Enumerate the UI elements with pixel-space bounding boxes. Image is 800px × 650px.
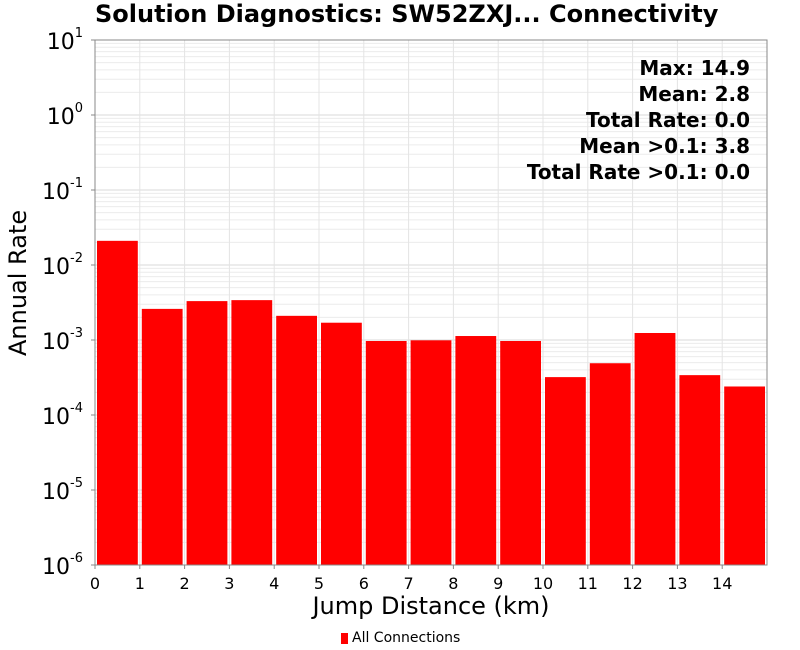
x-tick-label: 1 bbox=[135, 574, 145, 593]
stat-mean: Mean: 2.8 bbox=[638, 82, 750, 106]
bar bbox=[410, 340, 452, 565]
bar bbox=[231, 300, 273, 565]
bar bbox=[365, 340, 407, 565]
x-tick-label: 8 bbox=[448, 574, 458, 593]
x-tick-label: 7 bbox=[404, 574, 414, 593]
plot-frame bbox=[94, 39, 768, 566]
bar bbox=[589, 363, 631, 565]
stat-max: Max: 14.9 bbox=[639, 56, 750, 80]
x-tick-label: 6 bbox=[359, 574, 369, 593]
stat-mean-gt: Mean >0.1: 3.8 bbox=[579, 134, 750, 158]
bar bbox=[545, 377, 586, 565]
bar bbox=[455, 336, 497, 565]
x-tick-label: 0 bbox=[90, 574, 100, 593]
legend: All Connections bbox=[341, 630, 460, 646]
chart-title: Solution Diagnostics: SW52ZXJ... Connect… bbox=[95, 0, 719, 28]
x-tick-label: 10 bbox=[533, 574, 553, 593]
y-tick-label: 10-3 bbox=[42, 326, 83, 355]
bar bbox=[679, 375, 721, 565]
y-tick-label: 10-4 bbox=[42, 401, 83, 430]
y-axis-label: Annual Rate bbox=[4, 209, 32, 356]
x-tick-label: 14 bbox=[712, 574, 732, 593]
bar bbox=[321, 322, 362, 565]
y-tick-label: 10-5 bbox=[42, 476, 83, 505]
bar bbox=[634, 332, 676, 565]
x-tick-label: 4 bbox=[269, 574, 279, 593]
bars-layer bbox=[97, 240, 765, 565]
legend-swatch bbox=[341, 632, 348, 644]
y-tick-label: 100 bbox=[47, 101, 83, 130]
bar bbox=[724, 386, 765, 565]
bar bbox=[97, 240, 138, 565]
x-tick-label: 12 bbox=[622, 574, 642, 593]
stat-total-rate-gt: Total Rate >0.1: 0.0 bbox=[526, 160, 750, 184]
ticks-layer: 0 1 2 3 4 5 6 7 8 9 10 11 12 13 1410-610-510-410-310-2… bbox=[42, 26, 732, 593]
stats-annotation: Max: 14.9 Mean: 2.8 Total Rate: 0.0 Mean… bbox=[527, 55, 750, 185]
stat-total-rate: Total Rate: 0.0 bbox=[585, 108, 750, 132]
bar bbox=[141, 308, 183, 565]
y-tick-label: 10-2 bbox=[42, 251, 83, 280]
bar bbox=[186, 301, 228, 565]
x-axis-label: Jump Distance (km) bbox=[312, 592, 550, 620]
y-tick-label: 101 bbox=[47, 26, 83, 55]
bar bbox=[276, 315, 317, 565]
y-tick-label: 10-6 bbox=[42, 551, 83, 580]
x-tick-label: 9 bbox=[493, 574, 503, 593]
legend-label: All Connections bbox=[352, 630, 461, 646]
x-tick-label: 5 bbox=[314, 574, 324, 593]
x-tick-label: 2 bbox=[180, 574, 190, 593]
y-tick-label: 10-1 bbox=[42, 176, 83, 205]
x-tick-label: 13 bbox=[667, 574, 687, 593]
x-tick-label: 11 bbox=[578, 574, 598, 593]
x-tick-label: 3 bbox=[224, 574, 234, 593]
bar bbox=[500, 340, 541, 565]
